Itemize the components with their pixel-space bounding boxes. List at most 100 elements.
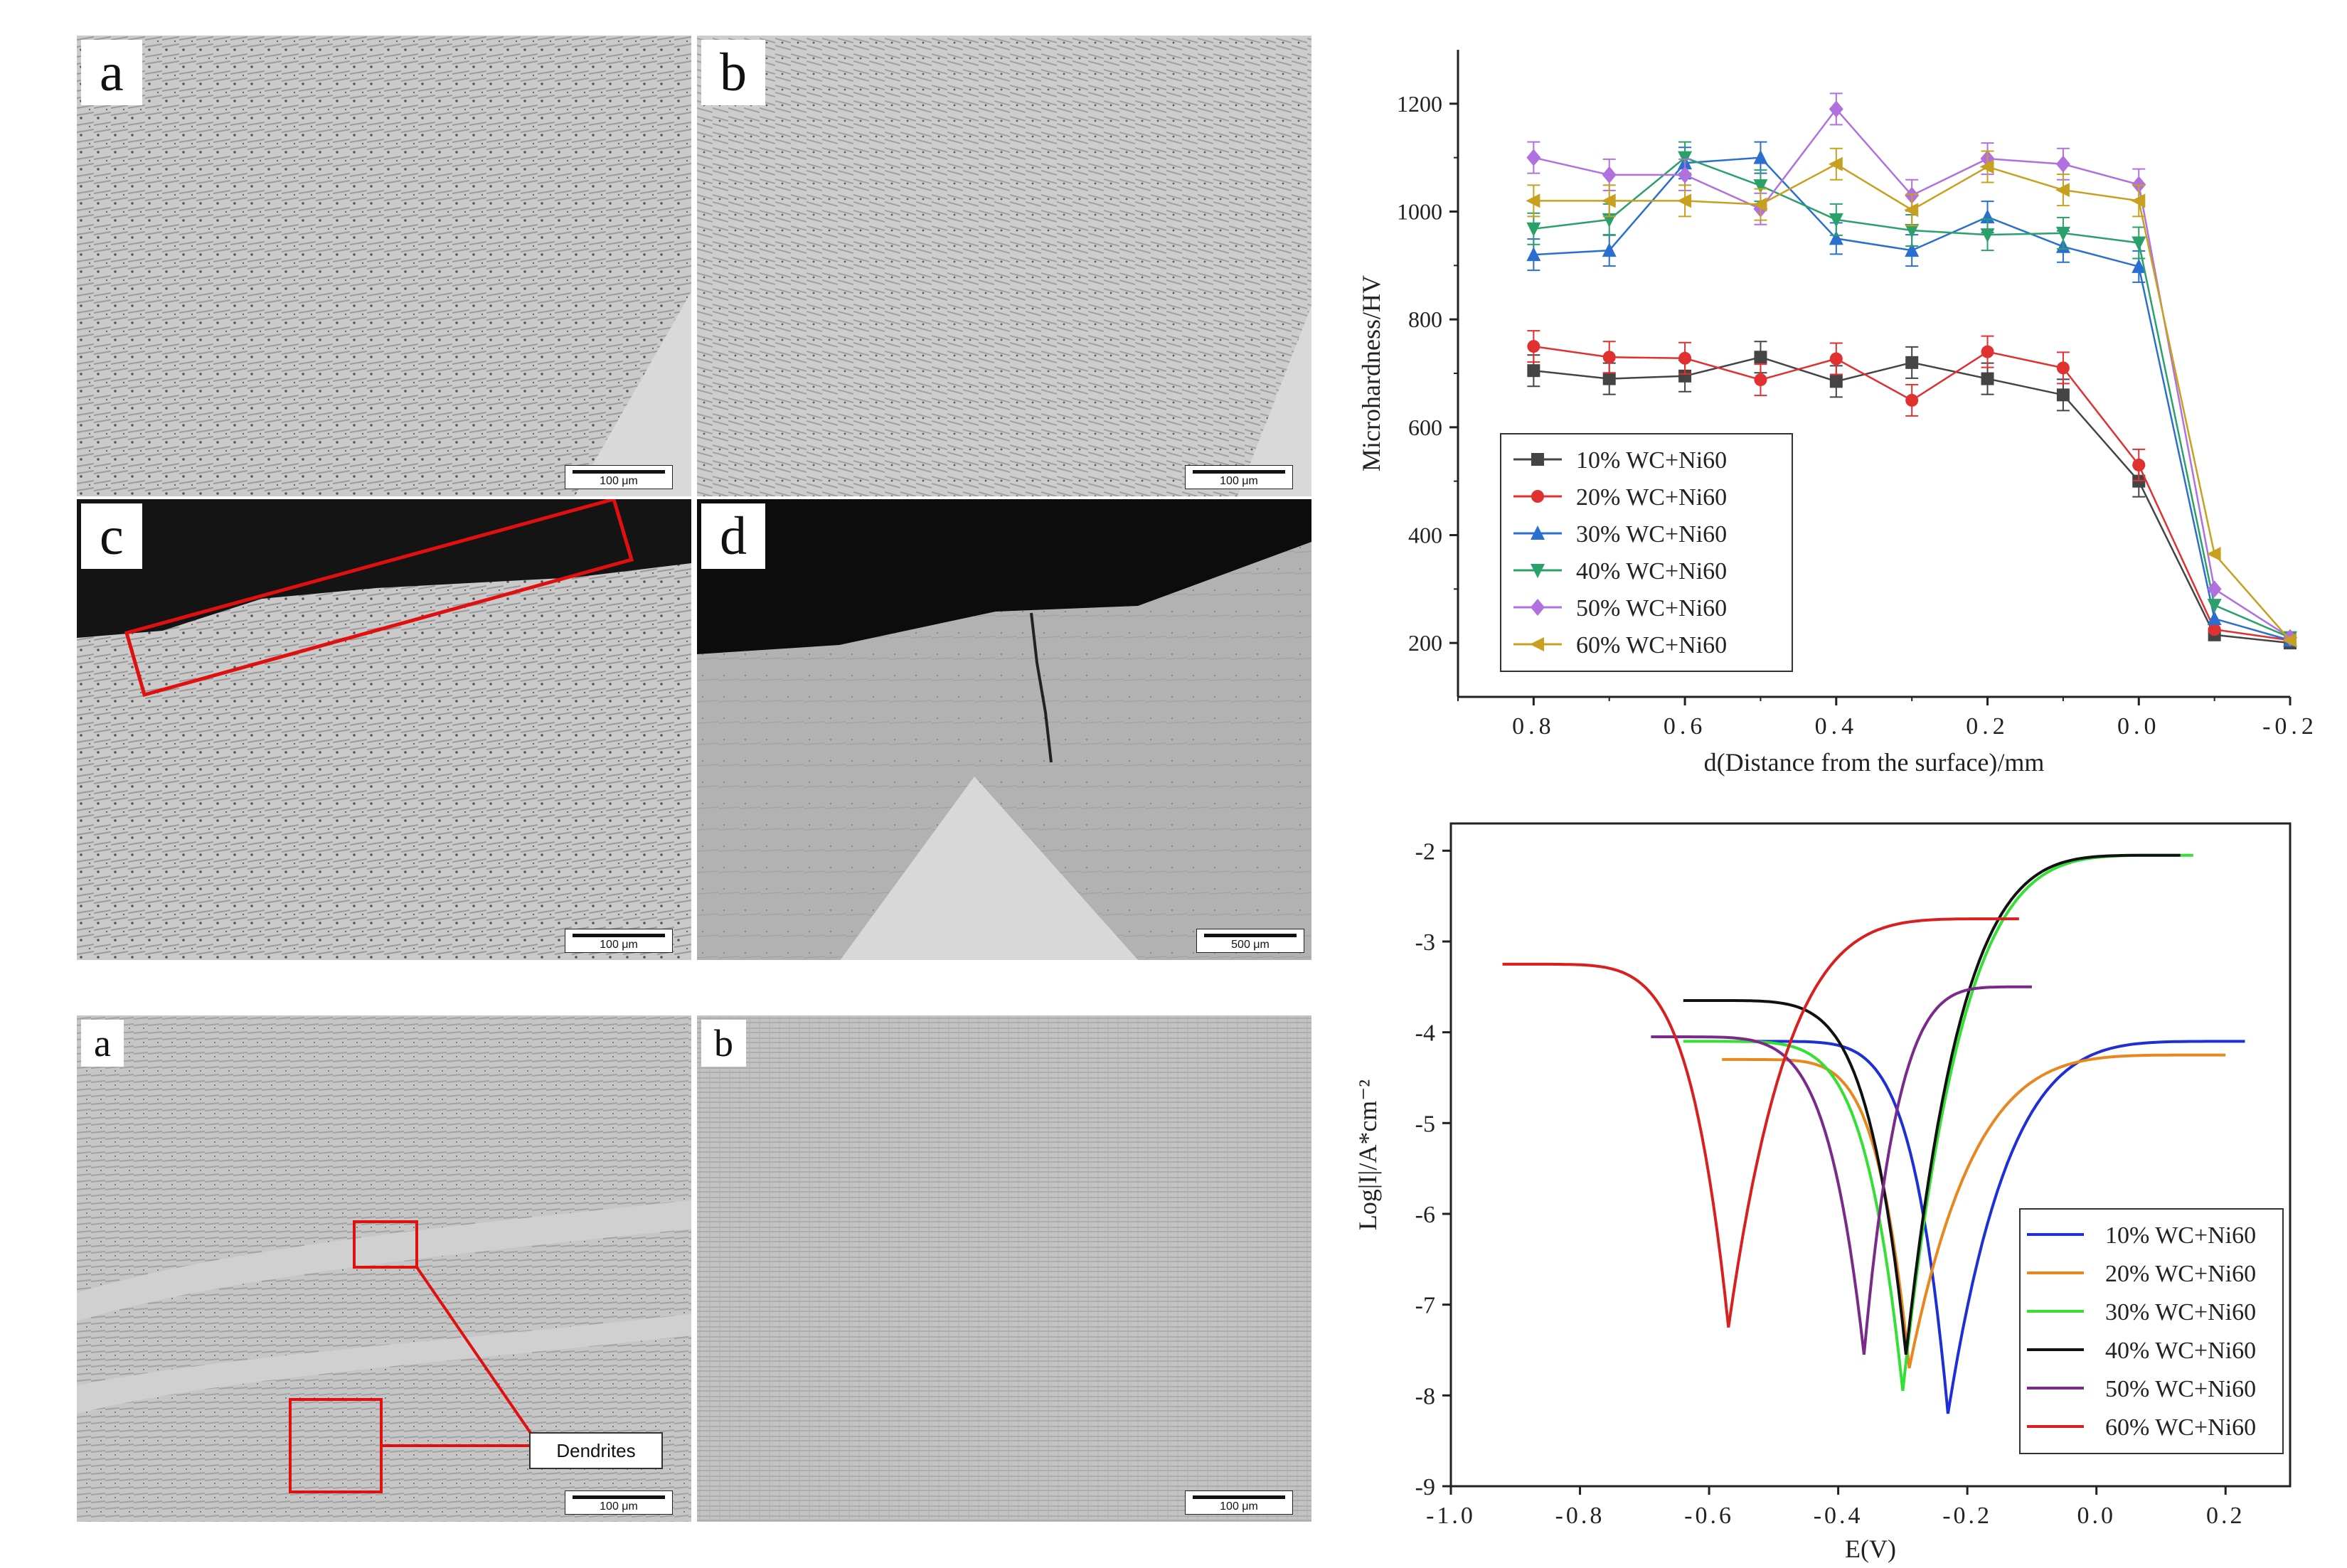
- dendrites-callout: Dendrites: [529, 1432, 663, 1469]
- data-point: [1979, 159, 1994, 174]
- micrograph-a-top: a 100 μm: [77, 36, 691, 496]
- panel-label: a: [81, 40, 142, 105]
- data-point: [2208, 623, 2221, 636]
- data-point: [1678, 166, 1693, 183]
- data-point: [1829, 352, 1843, 366]
- data-point: [1527, 364, 1540, 378]
- y-tick-label: -2: [1415, 838, 1435, 865]
- legend-label: 40% WC+Ni60: [1576, 558, 1727, 585]
- legend-marker: [1531, 599, 1545, 616]
- x-tick-label: 0.2: [1966, 713, 2009, 740]
- data-point: [1527, 340, 1540, 353]
- panel-label: a: [81, 1020, 124, 1067]
- legend-box: [1500, 433, 1793, 672]
- polarization-chart: -2 -3 -4 -5 -6 -7 -8 -9 -1.0 -0.8 -0.6 -0.4 -0.2 0.0 0…: [1337, 811, 2333, 1564]
- micrograph-d-top: d 500 μm: [697, 499, 1311, 960]
- data-point: [1526, 193, 1540, 208]
- data-point: [1904, 203, 1919, 218]
- legend-label: 40% WC+Ni60: [2105, 1338, 2256, 1364]
- data-point: [2132, 458, 2146, 471]
- x-axis-label: d(Distance from the surface)/mm: [1704, 748, 2045, 777]
- micrograph-b-top: b 100 μm: [697, 36, 1311, 496]
- data-point: [2282, 633, 2297, 648]
- panel-label: d: [701, 503, 765, 569]
- data-point: [1526, 247, 1541, 262]
- data-point: [1602, 372, 1616, 385]
- x-tick-label: 0.6: [1664, 713, 1707, 740]
- data-point: [1754, 373, 1767, 387]
- data-point: [1526, 222, 1541, 237]
- data-point: [1753, 149, 1768, 164]
- x-tick-label: 0.0: [2077, 1503, 2116, 1529]
- legend-label: 10% WC+Ni60: [1576, 447, 1727, 474]
- data-point: [1753, 179, 1768, 194]
- data-point: [1980, 228, 1995, 243]
- polarization-curve-5: [1651, 985, 2032, 1355]
- polarization-svg: -2 -3 -4 -5 -6 -7 -8 -9 -1.0 -0.8 -0.6 -0.4 -0.2 0.0 0…: [1353, 822, 2292, 1563]
- legend-marker: [1531, 564, 1545, 578]
- data-point: [2132, 258, 2146, 273]
- legend-marker: [1530, 637, 1544, 651]
- data-point: [2206, 547, 2221, 562]
- y-tick-label: 800: [1408, 306, 1442, 332]
- y-tick-label: 1200: [1397, 91, 1442, 117]
- x-tick-label: 0.4: [1815, 713, 1858, 740]
- data-point: [2055, 155, 2070, 173]
- legend-label: 10% WC+Ni60: [2105, 1222, 2256, 1249]
- legend-label: 60% WC+Ni60: [1576, 632, 1727, 658]
- y-tick-label: 400: [1408, 523, 1442, 548]
- legend-label: 30% WC+Ni60: [2105, 1299, 2256, 1326]
- polarization-curve-6: [1502, 917, 2019, 1328]
- x-tick-label: 0.2: [2206, 1503, 2245, 1529]
- data-point: [1981, 372, 1994, 385]
- data-point: [1905, 393, 1919, 407]
- data-point: [2131, 193, 2146, 208]
- legend-label: 20% WC+Ni60: [1576, 484, 1727, 511]
- legend-box: [2019, 1208, 2284, 1454]
- y-tick-label: -8: [1415, 1383, 1435, 1409]
- legend-marker: [1531, 453, 1544, 466]
- data-point: [1752, 197, 1767, 212]
- legend-label: 30% WC+Ni60: [1576, 521, 1727, 548]
- micrograph-c-top: c 100 μm: [77, 499, 691, 960]
- legend-marker: [1531, 490, 1544, 503]
- y-tick-label: -5: [1415, 1111, 1435, 1137]
- data-point: [1905, 356, 1919, 369]
- legend-label: 50% WC+Ni60: [1576, 595, 1727, 622]
- microhardness-svg: 200 400 600 800 1000 1200 0.8 0.6 0.4 0.2 0.0 -0.2 d…: [1357, 50, 2318, 777]
- data-point: [1905, 224, 1920, 239]
- micrograph-texture: [697, 499, 1311, 960]
- legend-label: 60% WC+Ni60: [2105, 1414, 2256, 1441]
- y-tick-label: 1000: [1397, 199, 1442, 225]
- data-point: [1981, 345, 1994, 358]
- polarization-curve-4: [1683, 853, 2181, 1355]
- x-tick-label: -0.8: [1555, 1503, 1605, 1529]
- polarization-curve-1: [1741, 1040, 2245, 1414]
- series-4: [1526, 141, 2297, 646]
- y-tick-label: -4: [1415, 1020, 1435, 1047]
- plot-frame: [1449, 822, 2292, 1488]
- x-tick-label: 0.0: [2117, 713, 2161, 740]
- data-point: [1677, 193, 1692, 208]
- x-tick-label: -0.2: [2262, 713, 2318, 740]
- scale-bar: 100 μm: [1185, 465, 1293, 489]
- legend-label: 20% WC+Ni60: [2105, 1261, 2256, 1287]
- y-axis-label: Log|I|/A*cm⁻²: [1353, 1079, 1382, 1230]
- scale-bar: 100 μm: [1185, 1490, 1293, 1515]
- x-tick-label: 0.8: [1512, 713, 1555, 740]
- data-point: [2132, 236, 2146, 251]
- series-2: [1527, 330, 2297, 647]
- data-point: [1829, 230, 1843, 245]
- micrograph-texture: [77, 36, 691, 496]
- scale-bar: 500 μm: [1196, 929, 1304, 953]
- data-point: [1526, 149, 1541, 166]
- micrograph-texture: [697, 36, 1311, 496]
- x-tick-label: -0.4: [1814, 1503, 1863, 1529]
- data-point: [2056, 361, 2070, 375]
- data-point: [1678, 151, 1693, 166]
- legend-marker: [1531, 526, 1545, 540]
- data-point: [1678, 369, 1692, 383]
- data-point: [1602, 351, 1616, 364]
- scale-bar: 100 μm: [565, 1490, 673, 1515]
- y-tick-label: -6: [1415, 1202, 1435, 1228]
